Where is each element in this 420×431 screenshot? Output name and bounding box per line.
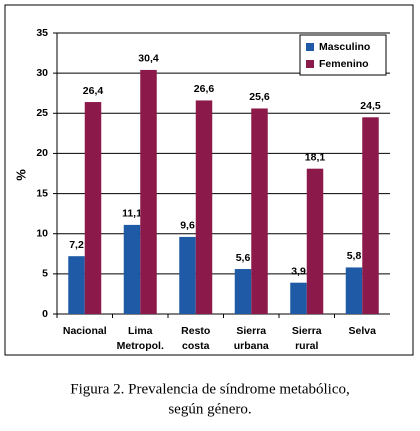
data-label: 30,4 xyxy=(138,53,159,65)
bar xyxy=(306,168,324,314)
legend-box xyxy=(299,34,387,76)
bar xyxy=(195,100,213,314)
y-tick-label: 35 xyxy=(36,27,48,39)
data-label: 26,4 xyxy=(83,85,104,97)
data-label: 11,1 xyxy=(122,208,142,220)
bar xyxy=(345,267,363,314)
bar xyxy=(251,108,268,315)
bar xyxy=(140,69,157,314)
legend-swatch xyxy=(306,60,314,68)
bar xyxy=(290,282,307,314)
legend-swatch xyxy=(306,43,314,51)
legend-label: Masculino xyxy=(319,41,370,53)
y-tick-label: 5 xyxy=(42,268,48,280)
x-tick-label: Sierra xyxy=(292,325,322,337)
x-tick-label: Resto xyxy=(181,325,210,337)
y-tick-label: 25 xyxy=(36,107,48,119)
y-tick-label: 15 xyxy=(36,187,48,199)
x-tick-label: urbana xyxy=(234,340,269,352)
x-tick-label: Sierra xyxy=(236,325,266,337)
legend-label: Femenino xyxy=(319,58,369,70)
caption: Figura 2. Prevalencia de síndrome metabó… xyxy=(70,381,350,397)
y-axis-label: % xyxy=(13,169,28,181)
bar xyxy=(68,256,85,314)
y-tick-label: 20 xyxy=(36,147,48,159)
data-label: 25,6 xyxy=(249,91,270,103)
x-tick-label: Lima xyxy=(128,325,153,337)
y-tick-label: 0 xyxy=(42,308,48,320)
data-label: 9,6 xyxy=(180,220,195,232)
y-tick-label: 30 xyxy=(36,67,48,79)
x-tick-label: Nacional xyxy=(63,325,107,337)
x-tick-label: Selva xyxy=(349,325,377,337)
bar xyxy=(362,117,379,314)
data-label: 3,9 xyxy=(291,265,306,277)
bar xyxy=(179,236,196,314)
x-tick-label: costa xyxy=(182,340,210,352)
data-label: 5,6 xyxy=(236,252,251,264)
y-tick-label: 10 xyxy=(36,227,48,239)
data-label: 5,8 xyxy=(347,250,362,262)
data-label: 24,5 xyxy=(360,100,381,112)
x-tick-label: rural xyxy=(295,340,318,352)
data-label: 26,6 xyxy=(194,83,215,95)
data-label: 18,1 xyxy=(305,151,326,163)
x-tick-label: Metropol. xyxy=(117,340,164,352)
bar xyxy=(234,269,252,314)
bar xyxy=(84,102,102,314)
bar xyxy=(123,224,141,314)
data-label: 7,2 xyxy=(69,239,84,251)
caption: según género. xyxy=(168,401,251,417)
